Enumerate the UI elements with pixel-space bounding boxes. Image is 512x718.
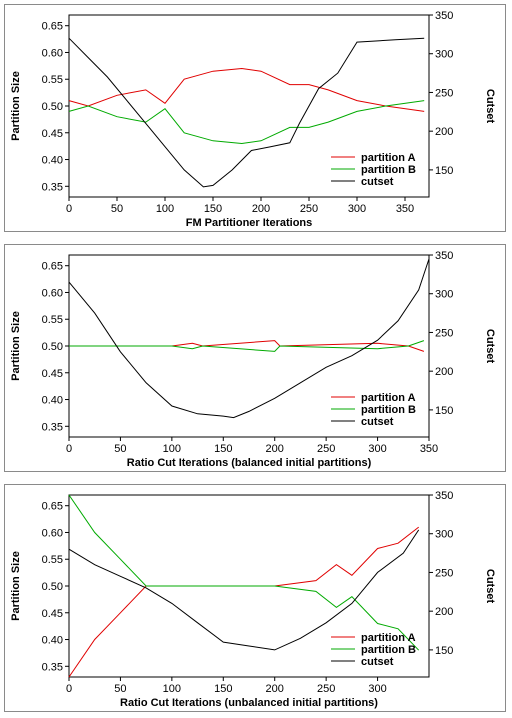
legend-label: partition B bbox=[361, 404, 416, 416]
y-tick-label: 0.60 bbox=[42, 527, 63, 539]
y-tick-label: 0.45 bbox=[42, 608, 63, 620]
y-tick-label: 0.55 bbox=[42, 74, 63, 86]
x-tick-label: 50 bbox=[114, 443, 126, 455]
y-tick-label: 0.40 bbox=[42, 155, 63, 167]
x-tick-label: 300 bbox=[368, 683, 386, 695]
x-tick-label: 150 bbox=[214, 443, 232, 455]
legend-label: partition A bbox=[361, 632, 416, 644]
x-tick-label: 200 bbox=[252, 203, 270, 215]
y2-tick-label: 200 bbox=[435, 126, 453, 138]
x-tick-label: 0 bbox=[66, 683, 72, 695]
y-tick-label: 0.55 bbox=[42, 314, 63, 326]
legend-label: partition A bbox=[361, 392, 416, 404]
y2-tick-label: 350 bbox=[435, 10, 453, 22]
y2-tick-label: 300 bbox=[435, 529, 453, 541]
y2-axis-label: Cutset bbox=[484, 89, 496, 124]
x-tick-label: 300 bbox=[348, 203, 366, 215]
y2-tick-label: 350 bbox=[435, 250, 453, 262]
legend-label: partition B bbox=[361, 164, 416, 176]
x-tick-label: 100 bbox=[163, 443, 181, 455]
series-line-cutset bbox=[68, 258, 430, 419]
chart-svg-ratio-balanced: 0 50 100 150 200 250 300 350 0.35 0.40 0.45 0.50 0.5… bbox=[10, 250, 496, 469]
y2-tick-label: 150 bbox=[435, 645, 453, 657]
series-line-partition-A bbox=[69, 340, 425, 352]
y-tick-label: 0.65 bbox=[42, 501, 63, 513]
legend-label: partition B bbox=[361, 644, 416, 656]
y2-tick-label: 150 bbox=[435, 405, 453, 417]
legend-label: cutset bbox=[361, 416, 394, 428]
legend-label: partition A bbox=[361, 152, 416, 164]
y-tick-label: 0.50 bbox=[42, 341, 63, 353]
y-tick-label: 0.60 bbox=[42, 287, 63, 299]
series-line-partition-A bbox=[68, 526, 420, 678]
y2-axis-label: Cutset bbox=[484, 569, 496, 604]
x-tick-label: 250 bbox=[300, 203, 318, 215]
x-tick-label: 150 bbox=[214, 683, 232, 695]
y-tick-label: 0.45 bbox=[42, 368, 63, 380]
x-tick-label: 200 bbox=[266, 683, 284, 695]
y-tick-label: 0.50 bbox=[42, 101, 63, 113]
series-line-partition-B bbox=[68, 100, 425, 145]
y-tick-label: 0.65 bbox=[42, 21, 63, 33]
y2-tick-label: 250 bbox=[435, 87, 453, 99]
y2-tick-label: 150 bbox=[435, 165, 453, 177]
y-tick-label: 0.45 bbox=[42, 128, 63, 140]
x-tick-label: 0 bbox=[66, 203, 72, 215]
chart-panel-ratio-unbalanced: 0 50 100 150 200 250 300 0.35 0.40 0.45 0.50 0.55 0.… bbox=[4, 484, 506, 712]
y2-tick-label: 350 bbox=[435, 490, 453, 502]
y2-tick-label: 300 bbox=[435, 289, 453, 301]
x-tick-label: 50 bbox=[114, 683, 126, 695]
y-axis-label: Partition Size bbox=[10, 311, 22, 381]
x-tick-label: 0 bbox=[66, 443, 72, 455]
x-tick-label: 100 bbox=[156, 203, 174, 215]
x-axis-label: FM Partitioner Iterations bbox=[186, 217, 313, 229]
x-tick-label: 250 bbox=[317, 443, 335, 455]
y2-axis-label: Cutset bbox=[484, 329, 496, 364]
series-line-cutset bbox=[68, 37, 425, 188]
y2-tick-label: 200 bbox=[435, 366, 453, 378]
y-tick-label: 0.35 bbox=[42, 181, 63, 193]
y2-tick-label: 300 bbox=[435, 49, 453, 61]
y-tick-label: 0.35 bbox=[42, 421, 63, 433]
y2-tick-label: 200 bbox=[435, 606, 453, 618]
y2-tick-label: 250 bbox=[435, 567, 453, 579]
y-tick-label: 0.40 bbox=[42, 635, 63, 647]
x-axis-label: Ratio Cut Iterations (balanced initial p… bbox=[127, 457, 372, 469]
y-tick-label: 0.50 bbox=[42, 581, 63, 593]
y-tick-label: 0.60 bbox=[42, 47, 63, 59]
x-tick-label: 50 bbox=[111, 203, 123, 215]
y2-tick-label: 250 bbox=[435, 327, 453, 339]
y-tick-label: 0.40 bbox=[42, 395, 63, 407]
y-tick-label: 0.35 bbox=[42, 661, 63, 673]
x-tick-label: 250 bbox=[317, 683, 335, 695]
y-axis-label: Partition Size bbox=[10, 71, 22, 141]
series-line-cutset bbox=[68, 529, 420, 651]
chart-panel-fm: 0 50 100 150 200 250 300 350 0.35 0.40 0.45 0.50 0.5… bbox=[4, 4, 506, 232]
chart-panel-ratio-balanced: 0 50 100 150 200 250 300 350 0.35 0.40 0.45 0.50 0.5… bbox=[4, 244, 506, 472]
x-tick-label: 350 bbox=[420, 443, 438, 455]
x-axis-label: Ratio Cut Iterations (unbalanced initial… bbox=[120, 697, 378, 709]
x-tick-label: 100 bbox=[163, 683, 181, 695]
series-line-partition-A bbox=[68, 67, 425, 112]
chart-svg-ratio-unbalanced: 0 50 100 150 200 250 300 0.35 0.40 0.45 0.50 0.55 0.… bbox=[10, 490, 496, 709]
x-tick-label: 200 bbox=[266, 443, 284, 455]
x-tick-label: 300 bbox=[368, 443, 386, 455]
chart-svg-fm: 0 50 100 150 200 250 300 350 0.35 0.40 0.45 0.50 0.5… bbox=[10, 10, 496, 229]
x-tick-label: 350 bbox=[396, 203, 414, 215]
y-tick-label: 0.55 bbox=[42, 554, 63, 566]
y-tick-label: 0.65 bbox=[42, 261, 63, 273]
legend-label: cutset bbox=[361, 656, 394, 668]
series-line-partition-B bbox=[69, 340, 425, 352]
y-axis-label: Partition Size bbox=[10, 551, 22, 621]
legend-label: cutset bbox=[361, 176, 394, 188]
x-tick-label: 150 bbox=[204, 203, 222, 215]
series-line-partition-B bbox=[68, 494, 420, 651]
